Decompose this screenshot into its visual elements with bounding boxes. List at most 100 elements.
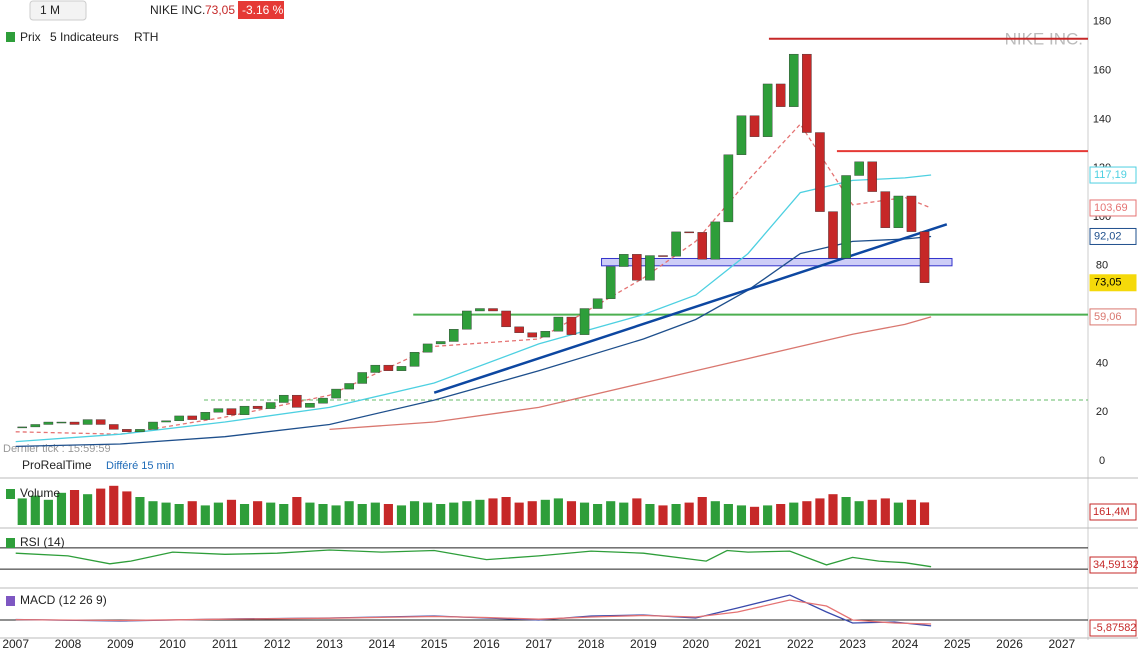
x-tick-label: 2026 xyxy=(996,637,1023,651)
x-tick-label: 2014 xyxy=(368,637,395,651)
y-tick-label: 180 xyxy=(1093,16,1111,28)
volume-bar xyxy=(710,501,720,525)
volume-bar xyxy=(671,504,681,525)
x-tick-label: 2017 xyxy=(525,637,552,651)
candle xyxy=(265,402,276,409)
candle xyxy=(527,332,538,338)
x-tick-label: 2012 xyxy=(264,637,291,651)
volume-bar xyxy=(331,505,341,525)
candle xyxy=(684,231,694,234)
timeframe-select[interactable] xyxy=(29,0,87,21)
volume-bar xyxy=(318,504,328,525)
candle xyxy=(122,429,132,432)
line xyxy=(329,316,932,431)
candle xyxy=(370,364,381,373)
value-tag-label: 34,59132 xyxy=(1093,559,1138,571)
x-tick-label: 2008 xyxy=(55,637,82,651)
volume-bar xyxy=(357,504,367,525)
volume-bar xyxy=(723,504,733,525)
y-tick-label: 160 xyxy=(1093,64,1111,76)
price-icon xyxy=(6,32,15,42)
candle xyxy=(749,115,760,137)
x-tick-label: 2009 xyxy=(107,637,134,651)
candle xyxy=(645,255,655,281)
volume-bar xyxy=(540,499,550,525)
volume-bar xyxy=(96,488,106,525)
x-tick-label: 2015 xyxy=(421,637,448,651)
price-tag xyxy=(1089,227,1137,245)
session[interactable]: RTH xyxy=(134,30,158,44)
volume-bar xyxy=(906,499,917,525)
volume-bar xyxy=(658,505,668,525)
candle xyxy=(239,405,250,415)
candle xyxy=(422,343,433,353)
volume-bar xyxy=(802,501,812,525)
candle xyxy=(435,341,446,345)
volume-bar xyxy=(776,504,786,525)
volume-bar xyxy=(749,506,760,525)
volume-bar xyxy=(187,501,197,525)
candle xyxy=(331,388,341,399)
y-tick-label: 0 xyxy=(1099,455,1105,467)
candle xyxy=(357,372,368,384)
candle xyxy=(305,403,315,408)
candle xyxy=(592,298,603,309)
volume-bar xyxy=(409,501,420,525)
volume-bar xyxy=(593,504,603,525)
candle xyxy=(488,308,498,312)
candle xyxy=(540,331,551,338)
candle xyxy=(187,415,198,420)
x-tick-label: 2021 xyxy=(735,637,762,651)
value-tag xyxy=(1089,556,1137,574)
x-tick-label: 2007 xyxy=(2,637,29,651)
candle xyxy=(148,421,158,430)
volume-bar xyxy=(17,498,27,525)
line xyxy=(15,549,932,568)
panel-title: RSI (14) xyxy=(20,535,65,549)
volume-bar xyxy=(161,502,171,525)
volume-bar xyxy=(893,502,903,525)
price-tag-label: 73,05 xyxy=(1094,277,1122,289)
candle xyxy=(697,232,708,260)
value-tag-label: -5,87582 xyxy=(1093,622,1136,634)
candle xyxy=(475,308,485,312)
price-tag-label: 92,02 xyxy=(1094,230,1122,242)
price-tag-label: 103,69 xyxy=(1094,202,1128,214)
value-tag xyxy=(1089,503,1137,521)
y-tick-label: 140 xyxy=(1093,113,1111,125)
price-tag xyxy=(1089,166,1137,184)
price-tag xyxy=(1089,274,1137,292)
indicators[interactable]: 5 Indicateurs xyxy=(50,30,119,44)
volume-bar xyxy=(867,499,877,525)
volume-bar xyxy=(436,504,446,525)
volume-bar xyxy=(226,499,237,525)
price-tag-label: 117,19 xyxy=(1094,169,1127,181)
volume-bar xyxy=(43,499,53,525)
x-tick-label: 2019 xyxy=(630,637,657,651)
x-tick-label: 2018 xyxy=(578,637,605,651)
candle xyxy=(553,316,564,332)
volume-bar xyxy=(213,502,223,525)
candle xyxy=(318,397,328,404)
candle xyxy=(919,231,930,283)
candle xyxy=(462,310,472,330)
volume-bar xyxy=(619,502,629,525)
line xyxy=(433,223,948,394)
x-tick-label: 2025 xyxy=(944,637,971,651)
volume-bar xyxy=(828,494,838,525)
candle xyxy=(213,408,224,413)
panel-icon xyxy=(6,538,15,548)
volume-bar xyxy=(684,502,694,525)
volume-bar xyxy=(370,502,380,525)
x-tick-label: 2023 xyxy=(839,637,866,651)
volume-bar xyxy=(566,501,577,525)
volume-bar xyxy=(501,497,511,525)
price-tag xyxy=(1089,199,1137,217)
x-tick-label: 2020 xyxy=(682,637,709,651)
change-badge xyxy=(238,1,284,19)
candle xyxy=(448,329,459,342)
candle xyxy=(579,308,590,335)
volume-bar xyxy=(56,492,67,525)
candle xyxy=(514,326,524,333)
price-label[interactable]: Prix xyxy=(20,30,41,44)
